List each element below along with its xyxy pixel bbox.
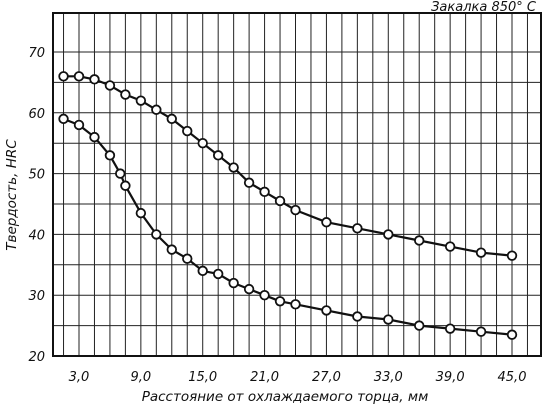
data-point bbox=[89, 131, 100, 143]
data-point bbox=[135, 95, 147, 106]
data-point bbox=[135, 207, 147, 219]
y-tick-label: 20 bbox=[28, 350, 45, 365]
x-tick-label: 15,0 bbox=[188, 370, 217, 385]
data-point bbox=[475, 247, 487, 258]
series-line bbox=[63, 117, 513, 336]
series-line bbox=[63, 75, 513, 257]
data-point bbox=[89, 74, 100, 85]
data-point bbox=[120, 89, 131, 100]
data-point bbox=[414, 320, 425, 331]
data-point bbox=[120, 180, 131, 191]
data-point bbox=[475, 326, 487, 337]
data-point bbox=[151, 104, 162, 115]
data-point bbox=[243, 177, 255, 188]
data-point bbox=[228, 277, 239, 289]
data-point bbox=[506, 329, 518, 340]
data-point bbox=[259, 186, 270, 198]
y-axis-label: Твердость, HRC bbox=[4, 139, 20, 251]
data-point bbox=[228, 162, 239, 173]
y-tick-label: 50 bbox=[28, 168, 45, 183]
data-point bbox=[321, 217, 332, 228]
chart-title: Закалка 850° С bbox=[431, 0, 537, 15]
data-point bbox=[58, 113, 69, 125]
x-axis-label: Расстояние от охлаждаемого торца, мм bbox=[142, 389, 429, 405]
data-point bbox=[197, 137, 208, 149]
plot-frame bbox=[52, 12, 542, 357]
y-tick-label: 60 bbox=[28, 107, 45, 122]
data-point bbox=[383, 229, 394, 240]
series-group bbox=[58, 71, 518, 340]
data-point bbox=[212, 268, 224, 280]
data-point bbox=[274, 195, 286, 207]
data-point bbox=[290, 204, 301, 216]
data-point bbox=[182, 125, 193, 137]
data-point bbox=[383, 314, 394, 325]
y-tick-label: 40 bbox=[28, 228, 45, 243]
data-point bbox=[151, 229, 162, 240]
data-point bbox=[444, 323, 456, 334]
y-tick-label: 30 bbox=[28, 289, 45, 304]
data-point bbox=[506, 250, 518, 261]
data-point bbox=[444, 241, 456, 252]
data-point bbox=[259, 290, 270, 301]
data-point bbox=[166, 244, 177, 255]
data-point bbox=[58, 71, 69, 82]
data-point bbox=[73, 119, 85, 131]
series-1 bbox=[58, 71, 518, 261]
data-point bbox=[352, 311, 363, 322]
x-tick-label: 27,0 bbox=[312, 370, 341, 385]
tick-labels: 3,0 9,0 15,0 21,0 27,0 33,0 39,0 45,0 20 30 40 50 60… bbox=[28, 46, 526, 385]
data-point bbox=[352, 223, 363, 234]
data-point bbox=[182, 253, 193, 264]
data-point bbox=[73, 71, 85, 82]
data-point bbox=[321, 305, 332, 316]
data-point bbox=[197, 265, 208, 277]
y-tick-label: 70 bbox=[28, 46, 45, 61]
x-tick-label: 33,0 bbox=[374, 370, 403, 385]
data-point bbox=[104, 80, 116, 91]
x-tick-label: 3,0 bbox=[69, 370, 90, 385]
data-point bbox=[243, 283, 255, 295]
x-tick-label: 39,0 bbox=[436, 370, 465, 385]
x-tick-label: 9,0 bbox=[131, 370, 152, 385]
data-point bbox=[212, 150, 224, 161]
data-point bbox=[274, 296, 286, 307]
data-point bbox=[166, 113, 177, 125]
data-point bbox=[115, 168, 126, 179]
series-2 bbox=[58, 113, 518, 340]
x-tick-label: 45,0 bbox=[498, 370, 527, 385]
data-point bbox=[290, 299, 301, 310]
data-point bbox=[414, 235, 425, 246]
x-tick-label: 21,0 bbox=[250, 370, 279, 385]
data-point bbox=[104, 150, 116, 161]
